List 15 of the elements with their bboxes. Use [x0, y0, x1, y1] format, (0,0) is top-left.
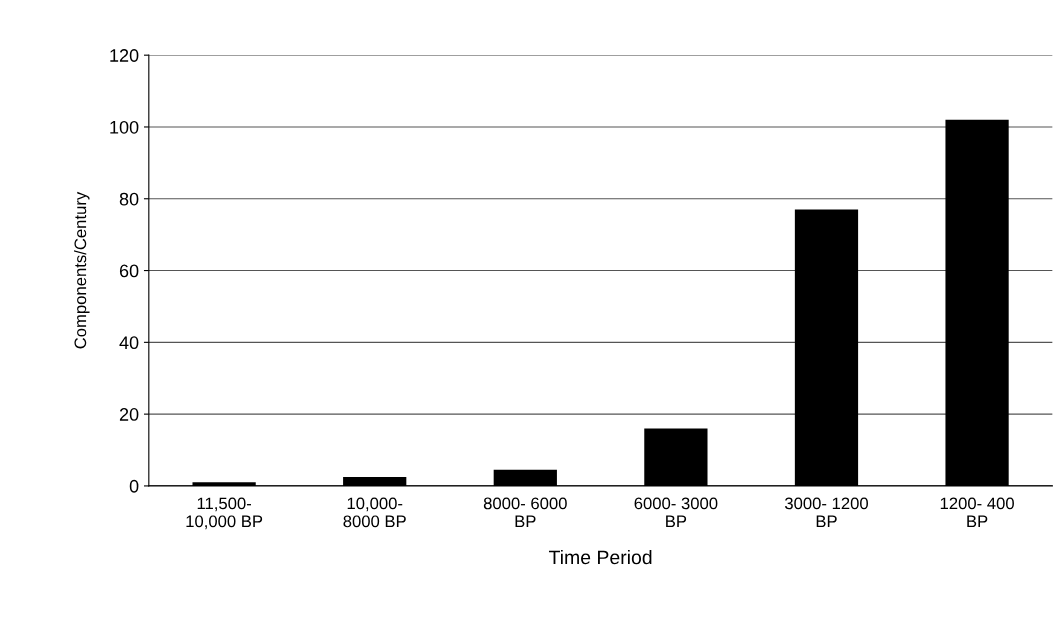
x-tick-label: 3000- 1200 BP — [784, 497, 868, 528]
x-tick-label: 1200- 400 BP — [940, 497, 1014, 528]
y-tick-label: 60 — [119, 264, 139, 278]
y-axis-title: Components/Century — [74, 191, 90, 349]
x-tick-label: 11,500- 10,000 BP — [186, 497, 263, 530]
x-tick-label: 6000- 3000 BP — [634, 497, 718, 528]
x-axis-title: Time Period — [548, 549, 652, 565]
y-tick-label: 20 — [119, 408, 139, 421]
x-tick-label: 10,000- 8000 BP — [343, 497, 406, 528]
y-tick-label: 120 — [110, 49, 139, 62]
y-tick-label: 40 — [119, 336, 139, 350]
y-tick-label: 100 — [110, 120, 139, 134]
y-tick-label: 80 — [119, 192, 139, 206]
x-tick-label: 8000- 6000 BP — [483, 497, 567, 528]
y-tick-label: 0 — [129, 479, 139, 493]
